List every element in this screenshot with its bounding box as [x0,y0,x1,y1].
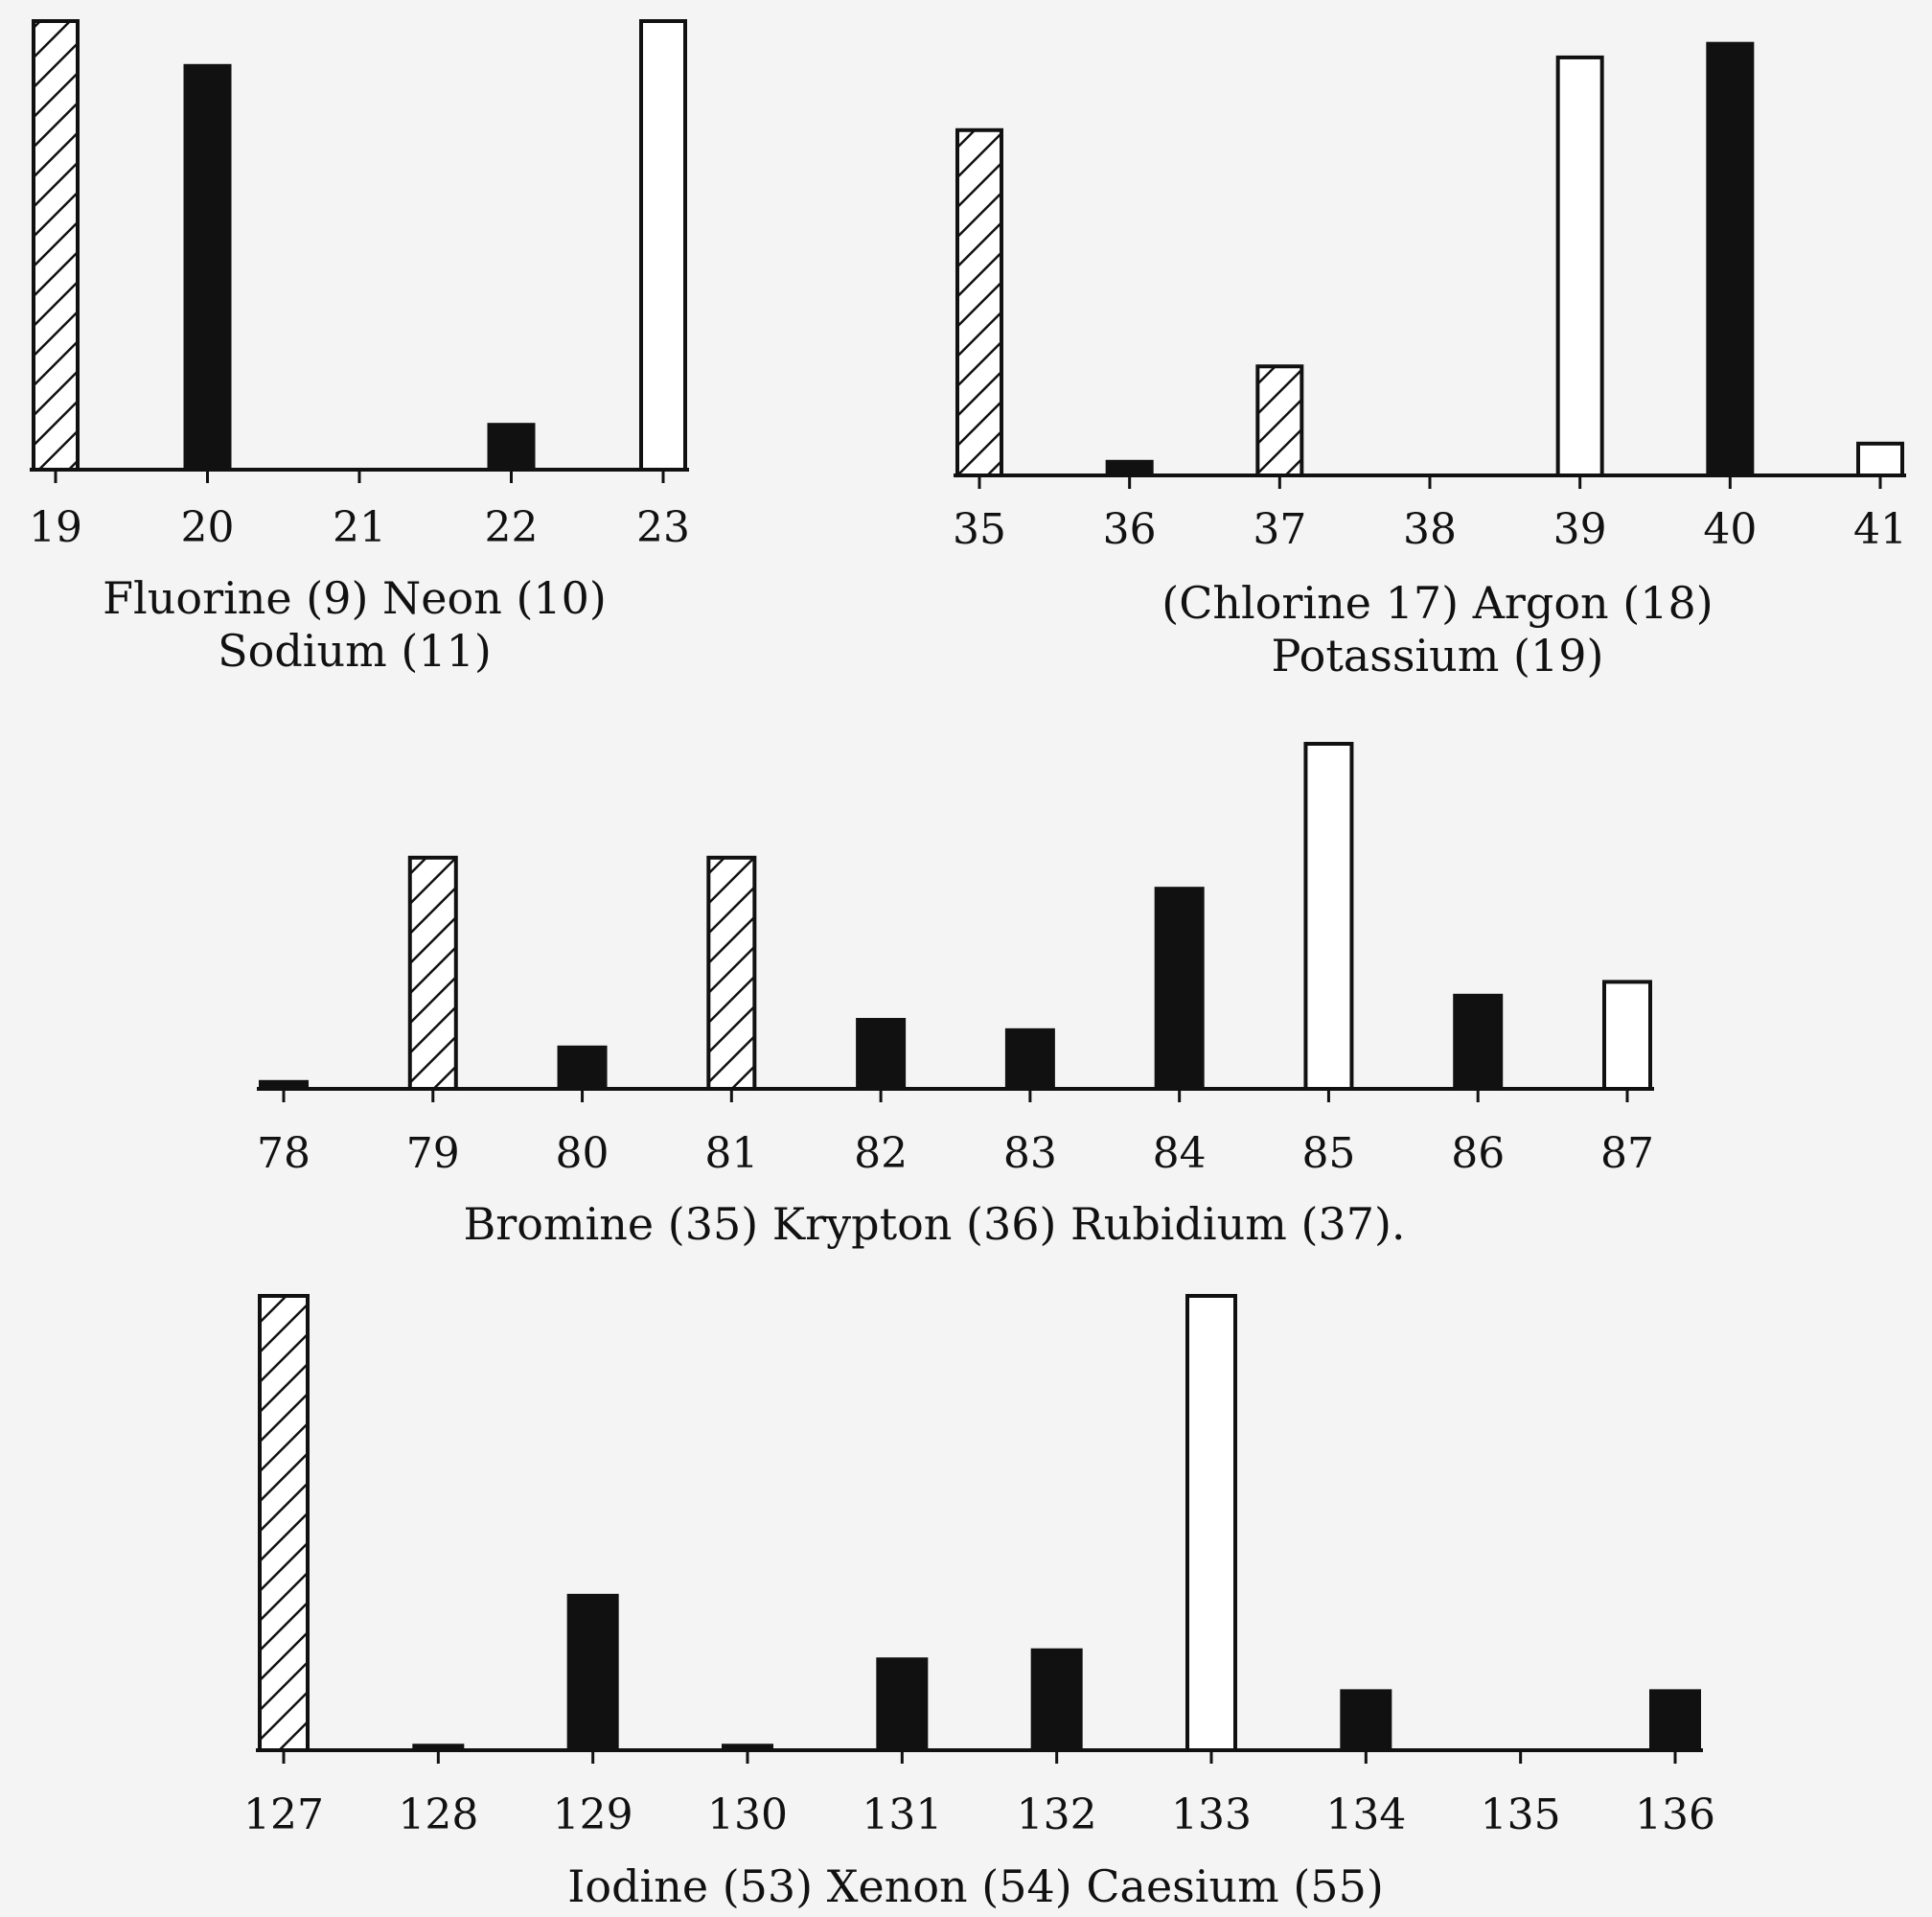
tick-label: 38 [1403,505,1457,554]
bar [1004,1028,1055,1092]
tick-label: 78 [257,1129,310,1178]
bar [1555,55,1604,477]
tick-label: 35 [953,505,1006,554]
bar [1856,441,1904,478]
bar [955,127,1003,477]
chart-caption: Potassium (19) [1272,630,1604,681]
bar [487,423,536,473]
chart-chlorine-argon-potassium: 35 36 37 38 39 40 41 (Chlorine 17) Argon (18)Po… [953,41,1907,681]
bar [32,19,80,472]
tick-label: 86 [1451,1129,1505,1178]
bar [557,1045,608,1092]
tick-label: 133 [1171,1790,1252,1839]
tick-label: 84 [1153,1129,1207,1178]
chart-caption: Sodium (11) [218,625,492,677]
bar [1154,887,1205,1092]
bar [639,19,687,472]
bar [1303,742,1354,1091]
bar [259,1079,309,1092]
bar [1340,1689,1392,1753]
tick-label: 39 [1553,505,1607,554]
bar [706,855,757,1091]
bar [566,1593,619,1752]
tick-label: 132 [1017,1790,1097,1839]
tick-label: 36 [1103,505,1157,554]
bar [1602,980,1652,1092]
tick-label: 127 [243,1790,324,1839]
bar [412,1744,465,1753]
tick-label: 85 [1301,1129,1355,1178]
tick-label: 19 [29,503,82,552]
chart-fluorine-neon-sodium: 19 20 21 22 23 Fluorine (9) Neon (10)Sodium (… [29,19,690,677]
tick-label: 131 [862,1790,942,1839]
tick-label: 83 [1003,1129,1057,1178]
bar [1030,1648,1083,1752]
bar [856,1018,907,1091]
bar [1105,459,1154,477]
chart-caption: Bromine (35) Krypton (36) Rubidium (37). [463,1198,1405,1250]
tick-label: 82 [854,1129,908,1178]
tick-label: 41 [1853,505,1907,554]
tick-label: 87 [1600,1129,1654,1178]
tick-label: 128 [398,1790,478,1839]
tick-label: 134 [1325,1790,1406,1839]
bar [722,1744,773,1753]
chart-caption: Fluorine (9) Neon (10) [103,572,607,624]
tick-label: 130 [707,1790,788,1839]
tick-label: 37 [1253,505,1306,554]
tick-label: 80 [556,1129,610,1178]
bar [183,63,232,473]
tick-label: 22 [485,503,539,552]
chart-iodine-xenon-caesium: 127 128 129 130 131 132 133 134 135 136 Iodine (53… [243,1294,1715,1912]
tick-label: 79 [406,1129,460,1178]
chart-caption: (Chlorine 17) Argon (18) [1162,577,1713,629]
tick-label: 40 [1703,505,1757,554]
bar [876,1657,929,1752]
bar [1255,364,1304,477]
tick-label: 136 [1635,1790,1715,1839]
bar [1453,993,1504,1092]
tick-label: 20 [181,503,235,552]
chart-bromine-krypton-rubidium: 78 79 80 81 82 83 84 85 86 87 Bromine (35) Krypton… [257,742,1654,1250]
tick-label: 129 [553,1790,633,1839]
bar [1649,1689,1701,1753]
tick-label: 135 [1481,1790,1561,1839]
tick-label: 21 [333,503,386,552]
tick-label: 81 [704,1129,758,1178]
tick-label: 23 [636,503,690,552]
bar [407,855,458,1091]
bar [258,1294,310,1752]
bar [1706,41,1755,477]
chart-caption: Iodine (53) Xenon (54) Caesium (55) [567,1860,1384,1912]
bar [1185,1294,1237,1752]
